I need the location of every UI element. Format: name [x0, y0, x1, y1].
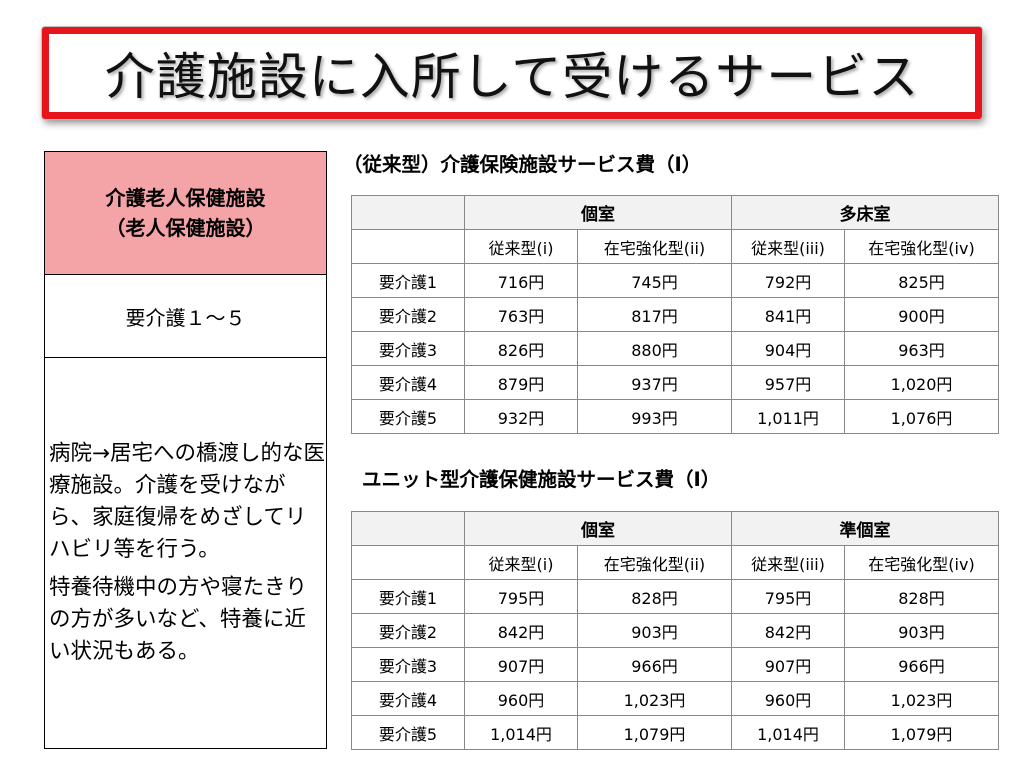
- fee-cell: 900円: [844, 297, 999, 332]
- table-row: 要介護1 716円 745円 792円 825円: [351, 263, 999, 298]
- column-header: 従来型(i): [464, 545, 578, 580]
- page-title: 介護施設に入所して受けるサービス: [104, 48, 920, 106]
- table-row: 要介護1 795円 828円 795円 828円: [351, 579, 999, 614]
- fee-cell: 903円: [844, 613, 999, 648]
- fee-cell: 825円: [844, 263, 999, 298]
- column-header: 在宅強化型(ii): [577, 545, 732, 580]
- table-corner-cell: [351, 229, 465, 264]
- table2-caption: ユニット型介護保健施設サービス費（Ⅰ）: [362, 468, 721, 491]
- group-header-private-room: 個室: [464, 511, 732, 546]
- fee-cell: 1,020円: [844, 365, 999, 400]
- table-row: 要介護5 1,014円 1,079円 1,014円 1,079円: [351, 715, 999, 750]
- group-header-semi-private-room: 準個室: [731, 511, 999, 546]
- row-label: 要介護4: [351, 365, 465, 400]
- fee-cell: 880円: [577, 331, 732, 366]
- row-label: 要介護3: [351, 331, 465, 366]
- facility-description-cell: 病院→居宅への橋渡し的な医療施設。介護を受けながら、家庭復帰をめざしてリハビリ等…: [44, 357, 327, 749]
- row-label: 要介護2: [351, 613, 465, 648]
- fee-cell: 828円: [577, 579, 732, 614]
- fee-cell: 842円: [464, 613, 578, 648]
- row-label: 要介護1: [351, 579, 465, 614]
- table-row: 要介護3 826円 880円 904円 963円: [351, 331, 999, 366]
- row-label: 要介護2: [351, 297, 465, 332]
- fee-cell: 1,076円: [844, 399, 999, 434]
- row-label: 要介護5: [351, 715, 465, 750]
- facility-alias: （老人保健施設）: [105, 216, 266, 240]
- fee-cell: 960円: [731, 681, 845, 716]
- row-label: 要介護4: [351, 681, 465, 716]
- fee-cell: 817円: [577, 297, 732, 332]
- table-row: 要介護4 960円 1,023円 960円 1,023円: [351, 681, 999, 716]
- row-label: 要介護3: [351, 647, 465, 682]
- fee-cell: 828円: [844, 579, 999, 614]
- fee-cell: 907円: [464, 647, 578, 682]
- table-row: 要介護2 842円 903円 842円 903円: [351, 613, 999, 648]
- fee-cell: 907円: [731, 647, 845, 682]
- fee-cell: 716円: [464, 263, 578, 298]
- column-header: 在宅強化型(iv): [844, 229, 999, 264]
- fee-cell: 826円: [464, 331, 578, 366]
- table-corner-cell: [351, 195, 465, 230]
- fee-table-conventional: 個室 多床室 従来型(i) 在宅強化型(ii) 従来型(iii) 在宅強化型(i…: [351, 195, 999, 434]
- group-header-private-room: 個室: [464, 195, 732, 230]
- facility-name: 介護老人保健施設: [105, 186, 266, 210]
- column-header: 従来型(iii): [731, 545, 845, 580]
- fee-cell: 1,023円: [844, 681, 999, 716]
- facility-description-1: 病院→居宅への橋渡し的な医療施設。介護を受けながら、家庭復帰をめざしてリハビリ等…: [49, 441, 326, 562]
- fee-cell: 963円: [844, 331, 999, 366]
- fee-cell: 903円: [577, 613, 732, 648]
- table-row: 要介護2 763円 817円 841円 900円: [351, 297, 999, 332]
- fee-cell: 966円: [844, 647, 999, 682]
- fee-cell: 879円: [464, 365, 578, 400]
- fee-cell: 1,014円: [464, 715, 578, 750]
- care-level-cell: 要介護１～５: [44, 274, 327, 358]
- fee-cell: 795円: [464, 579, 578, 614]
- fee-cell: 1,011円: [731, 399, 845, 434]
- fee-cell: 966円: [577, 647, 732, 682]
- fee-cell: 932円: [464, 399, 578, 434]
- table1-caption: （従来型）介護保険施設サービス費（Ⅰ）: [343, 153, 702, 176]
- fee-cell: 904円: [731, 331, 845, 366]
- column-header: 従来型(i): [464, 229, 578, 264]
- table-row: 要介護4 879円 937円 957円 1,020円: [351, 365, 999, 400]
- fee-cell: 792円: [731, 263, 845, 298]
- table-row: 要介護5 932円 993円 1,011円 1,076円: [351, 399, 999, 434]
- table-corner-cell: [351, 511, 465, 546]
- facility-name-cell: 介護老人保健施設 （老人保健施設）: [44, 151, 327, 275]
- table-group-header-row: 個室 準個室: [351, 511, 999, 546]
- fee-cell: 1,079円: [844, 715, 999, 750]
- fee-cell: 960円: [464, 681, 578, 716]
- column-header: 在宅強化型(ii): [577, 229, 732, 264]
- fee-cell: 745円: [577, 263, 732, 298]
- fee-table-unit-type: 個室 準個室 従来型(i) 在宅強化型(ii) 従来型(iii) 在宅強化型(i…: [351, 511, 999, 750]
- title-banner: 介護施設に入所して受けるサービス: [42, 27, 982, 119]
- row-label: 要介護1: [351, 263, 465, 298]
- fee-cell: 842円: [731, 613, 845, 648]
- fee-cell: 937円: [577, 365, 732, 400]
- group-header-multi-bed-room: 多床室: [731, 195, 999, 230]
- row-label: 要介護5: [351, 399, 465, 434]
- fee-cell: 795円: [731, 579, 845, 614]
- table-column-header-row: 従来型(i) 在宅強化型(ii) 従来型(iii) 在宅強化型(iv): [351, 545, 999, 580]
- fee-cell: 1,079円: [577, 715, 732, 750]
- table-corner-cell: [351, 545, 465, 580]
- column-header: 在宅強化型(iv): [844, 545, 999, 580]
- fee-cell: 993円: [577, 399, 732, 434]
- fee-cell: 1,014円: [731, 715, 845, 750]
- fee-cell: 763円: [464, 297, 578, 332]
- fee-cell: 957円: [731, 365, 845, 400]
- column-header: 従来型(iii): [731, 229, 845, 264]
- facility-info-table: 介護老人保健施設 （老人保健施設） 要介護１～５ 病院→居宅への橋渡し的な医療施…: [44, 151, 327, 749]
- fee-cell: 841円: [731, 297, 845, 332]
- facility-description-2: 特養待機中の方や寝たきりの方が多いなど、特養に近い状況もある。: [49, 575, 308, 664]
- table-group-header-row: 個室 多床室: [351, 195, 999, 230]
- fee-cell: 1,023円: [577, 681, 732, 716]
- table-column-header-row: 従来型(i) 在宅強化型(ii) 従来型(iii) 在宅強化型(iv): [351, 229, 999, 264]
- table-row: 要介護3 907円 966円 907円 966円: [351, 647, 999, 682]
